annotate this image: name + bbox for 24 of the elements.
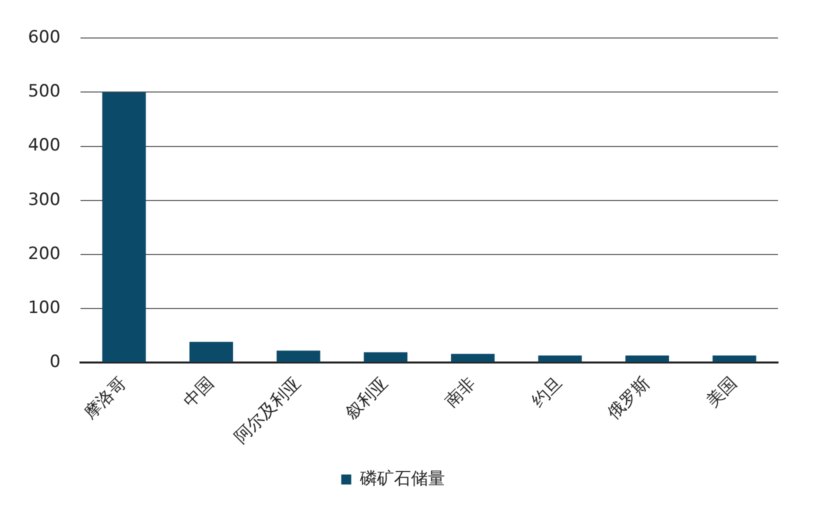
y-tick-label: 600 — [28, 28, 60, 48]
x-tick-label: 中国 — [180, 373, 218, 412]
x-tick-label: 约旦 — [528, 373, 567, 412]
x-tick-label: 阿尔及利亚 — [230, 373, 306, 448]
y-tick-label: 300 — [28, 190, 60, 210]
bar — [102, 92, 146, 362]
y-tick-label: 400 — [28, 136, 60, 156]
bar — [276, 350, 320, 362]
bar — [451, 354, 495, 362]
x-tick-label: 叙利亚 — [342, 373, 392, 424]
x-tick-label: 俄罗斯 — [604, 373, 654, 424]
y-tick-label: 100 — [28, 298, 60, 318]
y-tick-label: 200 — [28, 244, 60, 264]
bar — [189, 342, 234, 362]
bar — [712, 355, 756, 362]
x-tick-label: 摩洛哥 — [80, 373, 131, 424]
y-tick-label: 500 — [28, 82, 60, 102]
bar — [625, 355, 670, 362]
bar — [364, 352, 408, 362]
y-tick-label: 0 — [50, 352, 60, 372]
bar — [538, 355, 582, 362]
x-tick-label: 南非 — [441, 373, 480, 412]
legend-label: 磷矿石储量 — [358, 468, 445, 489]
x-tick-label: 美国 — [702, 373, 742, 412]
